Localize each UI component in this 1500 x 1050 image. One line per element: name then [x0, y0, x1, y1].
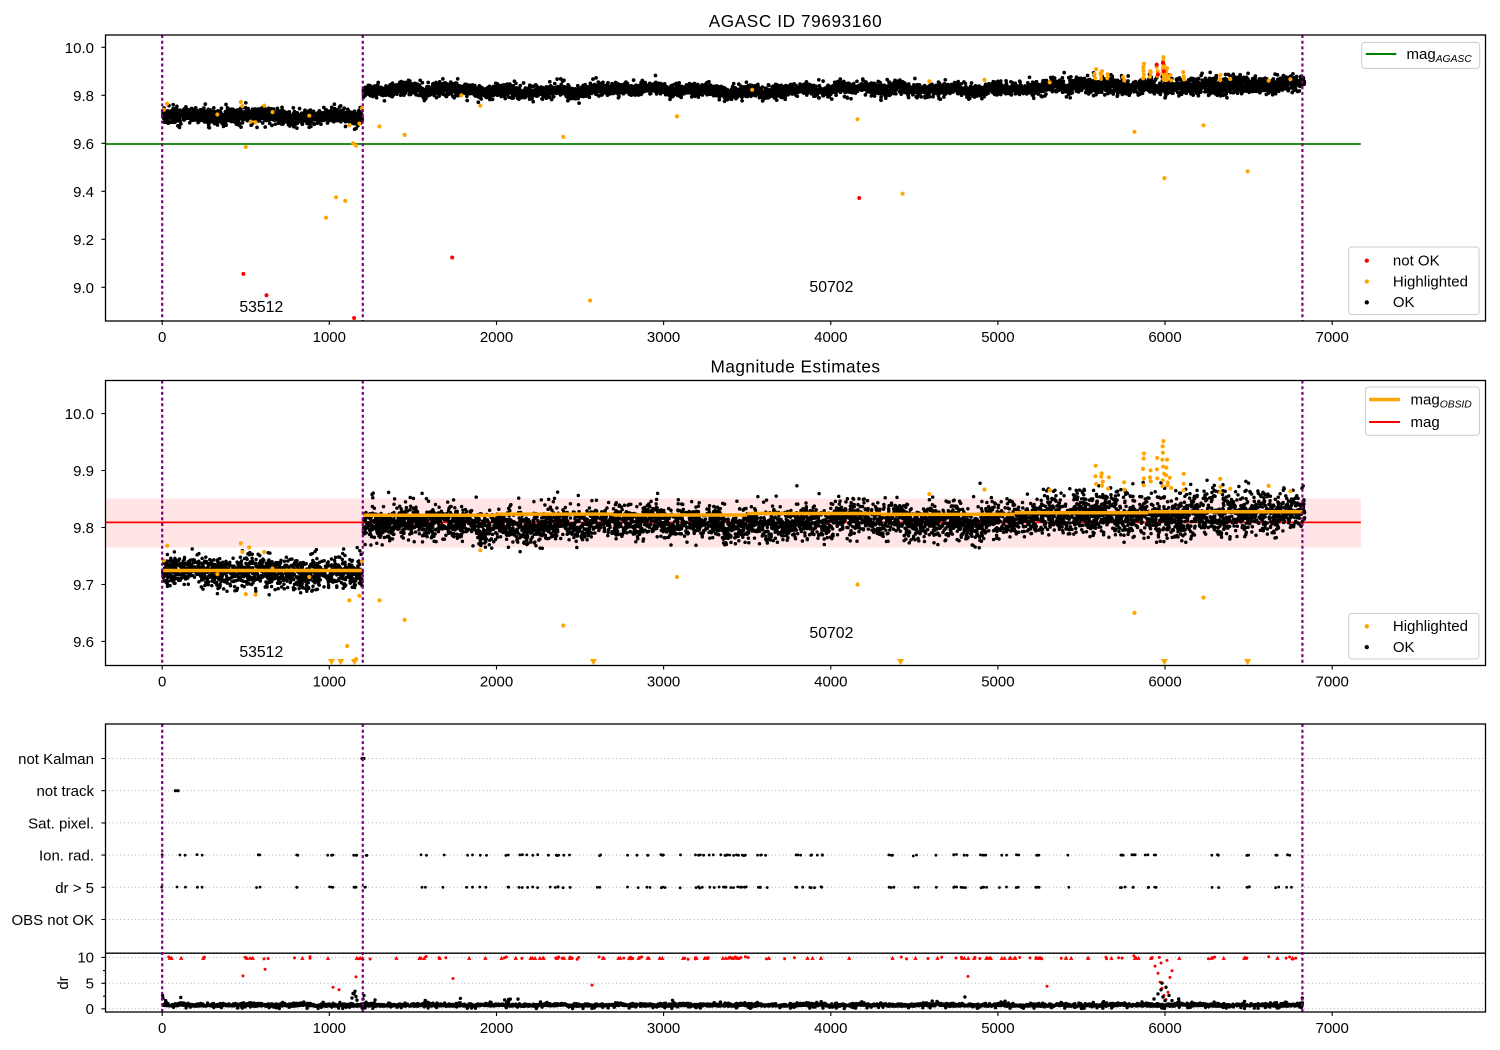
svg-text:1000: 1000	[313, 673, 346, 690]
svg-text:Sat. pixel.: Sat. pixel.	[28, 815, 94, 832]
svg-text:dr > 5: dr > 5	[55, 880, 94, 897]
svg-text:4000: 4000	[814, 329, 847, 346]
svg-text:10.0: 10.0	[65, 406, 94, 423]
svg-text:AGASC ID 79693160: AGASC ID 79693160	[709, 11, 883, 31]
svg-text:10: 10	[77, 949, 94, 966]
svg-text:OK: OK	[1393, 294, 1415, 311]
svg-text:0: 0	[158, 1020, 166, 1037]
svg-text:3000: 3000	[647, 1020, 680, 1037]
svg-text:53512: 53512	[239, 644, 283, 661]
svg-text:9.8: 9.8	[73, 520, 94, 537]
svg-text:53512: 53512	[239, 299, 283, 316]
svg-text:OBS not OK: OBS not OK	[11, 912, 94, 929]
svg-text:7000: 7000	[1316, 329, 1349, 346]
svg-text:0: 0	[158, 673, 166, 690]
svg-text:7000: 7000	[1316, 673, 1349, 690]
svg-text:3000: 3000	[647, 673, 680, 690]
svg-text:0: 0	[158, 329, 166, 346]
svg-text:10.0: 10.0	[65, 40, 94, 57]
svg-text:1000: 1000	[313, 329, 346, 346]
svg-text:5000: 5000	[981, 329, 1014, 346]
svg-text:9.0: 9.0	[73, 280, 94, 297]
svg-text:7000: 7000	[1316, 1020, 1349, 1037]
svg-text:5000: 5000	[981, 1020, 1014, 1037]
svg-text:1000: 1000	[313, 1020, 346, 1037]
svg-text:mag: mag	[1411, 414, 1440, 431]
svg-text:9.7: 9.7	[73, 577, 94, 594]
svg-text:9.4: 9.4	[73, 184, 94, 201]
svg-text:9.8: 9.8	[73, 88, 94, 105]
svg-text:Magnitude Estimates: Magnitude Estimates	[711, 356, 881, 376]
svg-text:4000: 4000	[814, 1020, 847, 1037]
svg-text:5000: 5000	[981, 673, 1014, 690]
svg-text:Highlighted: Highlighted	[1393, 618, 1468, 635]
svg-text:50702: 50702	[809, 279, 853, 296]
svg-text:OK: OK	[1393, 639, 1415, 656]
svg-text:not OK: not OK	[1393, 252, 1440, 269]
svg-text:9.2: 9.2	[73, 232, 94, 249]
svg-text:Highlighted: Highlighted	[1393, 273, 1468, 290]
svg-text:6000: 6000	[1148, 329, 1181, 346]
svg-text:2000: 2000	[480, 1020, 513, 1037]
svg-text:dr: dr	[55, 976, 72, 989]
svg-text:9.9: 9.9	[73, 463, 94, 480]
svg-text:3000: 3000	[647, 329, 680, 346]
svg-text:4000: 4000	[814, 673, 847, 690]
svg-text:6000: 6000	[1148, 673, 1181, 690]
svg-text:6000: 6000	[1148, 1020, 1181, 1037]
svg-text:9.6: 9.6	[73, 136, 94, 153]
svg-text:5: 5	[86, 975, 94, 992]
svg-text:2000: 2000	[480, 673, 513, 690]
svg-text:9.6: 9.6	[73, 634, 94, 651]
svg-text:2000: 2000	[480, 329, 513, 346]
svg-text:Ion. rad.: Ion. rad.	[39, 848, 94, 865]
svg-text:50702: 50702	[809, 625, 853, 642]
svg-text:not Kalman: not Kalman	[18, 751, 94, 768]
svg-text:not track: not track	[36, 783, 94, 800]
svg-text:0: 0	[86, 1001, 94, 1018]
